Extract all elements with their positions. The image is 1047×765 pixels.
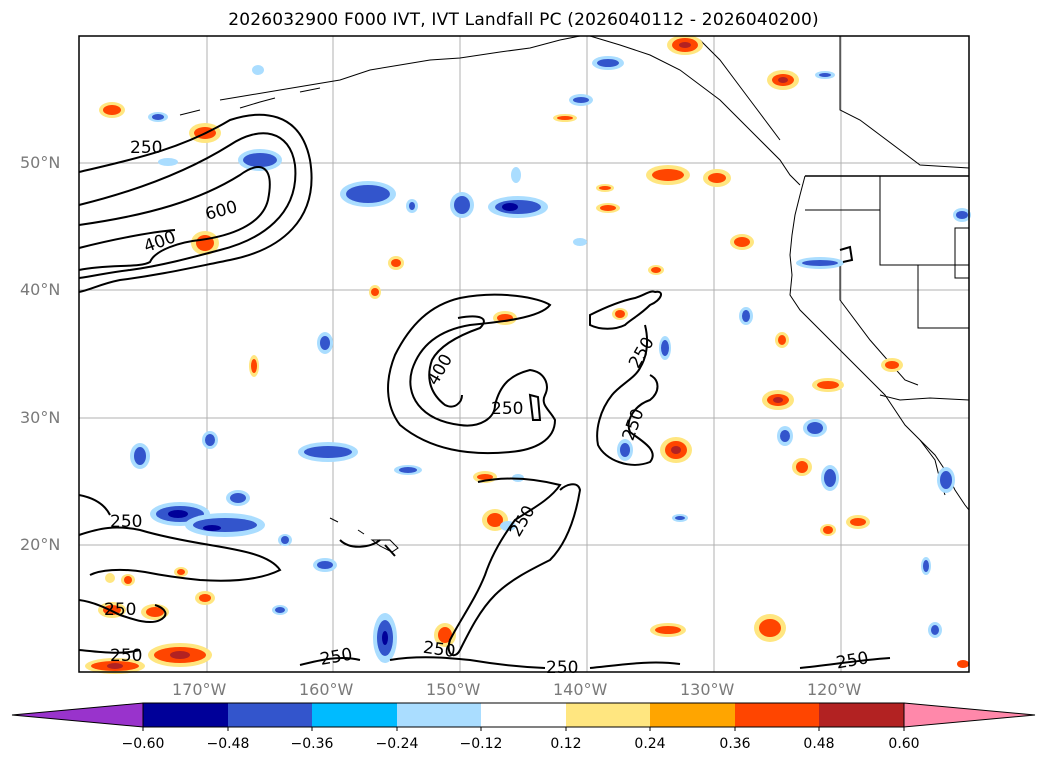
positive-pc-areas <box>85 35 969 674</box>
contour-label: 250 <box>546 658 578 678</box>
colorbar-segment <box>566 703 650 727</box>
contour-label: 250 <box>110 512 142 532</box>
colorbar-segment <box>735 703 819 727</box>
contour-label: 250 <box>491 399 523 419</box>
colorbar-extend-left <box>11 702 144 728</box>
colorbar-segment <box>819 703 904 727</box>
colorbar-segment <box>228 703 312 727</box>
colorbar-tick-label: 0.60 <box>888 736 920 752</box>
colorbar-extend-right <box>903 702 1036 728</box>
map-background <box>79 36 969 672</box>
map-frame <box>78 35 970 673</box>
colorbar-tick-label: 0.36 <box>719 736 751 752</box>
lon-label-160w: 160°W <box>299 680 354 699</box>
coastlines <box>179 35 970 553</box>
colorbar <box>11 702 1036 731</box>
colorbar-segment <box>397 703 481 727</box>
colorbar-segment <box>312 703 397 727</box>
gridlines <box>79 36 969 672</box>
contour-label: 250 <box>110 646 142 666</box>
lon-label-120w: 120°W <box>807 680 862 699</box>
colorbar-tick-label: −0.24 <box>375 736 419 752</box>
colorbar-segment <box>143 703 228 727</box>
colorbar-tick-label: −0.36 <box>290 736 334 752</box>
colorbar-segment <box>650 703 735 727</box>
colorbar-tick-label: −0.60 <box>121 736 165 752</box>
map-title: 2026032900 F000 IVT, IVT Landfall PC (20… <box>228 10 819 30</box>
lat-label-30n: 30°N <box>20 408 61 427</box>
colorbar-tick-label: 0.24 <box>634 736 666 752</box>
contour-label: 250 <box>104 600 136 620</box>
negative-pc-areas <box>130 56 971 663</box>
lat-label-50n: 50°N <box>20 153 61 172</box>
lon-label-150w: 150°W <box>426 680 481 699</box>
lon-label-170w: 170°W <box>172 680 227 699</box>
lat-label-40n: 40°N <box>20 280 61 299</box>
colorbar-segment <box>481 703 566 727</box>
contour-label: 250 <box>130 138 162 158</box>
contour-label: 250 <box>422 638 457 662</box>
lon-label-130w: 130°W <box>680 680 735 699</box>
lat-label-20n: 20°N <box>20 535 61 554</box>
ivt-contours <box>78 113 891 669</box>
colorbar-tick-label: −0.48 <box>206 736 250 752</box>
lon-label-140w: 140°W <box>553 680 608 699</box>
colorbar-tick-label: 0.12 <box>550 736 582 752</box>
colorbar-tick-label: 0.48 <box>803 736 835 752</box>
colorbar-tick-label: −0.12 <box>459 736 503 752</box>
